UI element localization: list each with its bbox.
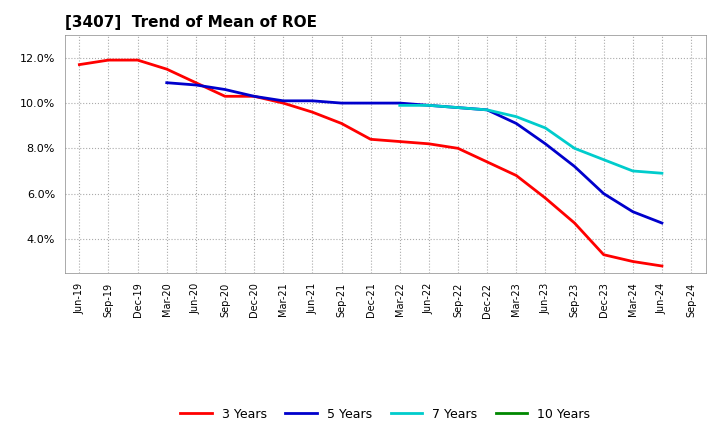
Line: 5 Years: 5 Years xyxy=(167,83,662,223)
3 Years xyxy=(279,100,287,106)
3 Years xyxy=(133,58,142,63)
3 Years xyxy=(657,264,666,269)
7 Years xyxy=(483,107,492,113)
7 Years xyxy=(629,169,637,174)
3 Years xyxy=(570,220,579,226)
5 Years xyxy=(250,94,258,99)
5 Years xyxy=(395,100,404,106)
Line: 7 Years: 7 Years xyxy=(400,105,662,173)
5 Years xyxy=(192,82,200,88)
3 Years xyxy=(629,259,637,264)
5 Years xyxy=(425,103,433,108)
Text: [3407]  Trend of Mean of ROE: [3407] Trend of Mean of ROE xyxy=(65,15,317,30)
5 Years xyxy=(541,141,550,147)
3 Years xyxy=(104,58,113,63)
7 Years xyxy=(395,103,404,108)
7 Years xyxy=(425,103,433,108)
5 Years xyxy=(279,98,287,103)
3 Years xyxy=(454,146,462,151)
5 Years xyxy=(570,164,579,169)
5 Years xyxy=(220,87,229,92)
Legend: 3 Years, 5 Years, 7 Years, 10 Years: 3 Years, 5 Years, 7 Years, 10 Years xyxy=(176,403,595,425)
3 Years xyxy=(395,139,404,144)
3 Years xyxy=(220,94,229,99)
5 Years xyxy=(308,98,317,103)
5 Years xyxy=(629,209,637,214)
5 Years xyxy=(163,80,171,85)
7 Years xyxy=(570,146,579,151)
3 Years xyxy=(163,66,171,72)
7 Years xyxy=(512,114,521,119)
5 Years xyxy=(483,107,492,113)
5 Years xyxy=(454,105,462,110)
3 Years xyxy=(75,62,84,67)
3 Years xyxy=(250,94,258,99)
3 Years xyxy=(308,110,317,115)
7 Years xyxy=(454,105,462,110)
3 Years xyxy=(337,121,346,126)
5 Years xyxy=(657,220,666,226)
5 Years xyxy=(512,121,521,126)
5 Years xyxy=(366,100,375,106)
3 Years xyxy=(425,141,433,147)
7 Years xyxy=(599,157,608,162)
Line: 3 Years: 3 Years xyxy=(79,60,662,266)
3 Years xyxy=(599,252,608,257)
3 Years xyxy=(483,159,492,165)
7 Years xyxy=(541,125,550,131)
3 Years xyxy=(512,173,521,178)
3 Years xyxy=(192,80,200,85)
5 Years xyxy=(337,100,346,106)
5 Years xyxy=(599,191,608,196)
3 Years xyxy=(366,137,375,142)
7 Years xyxy=(657,171,666,176)
3 Years xyxy=(541,195,550,201)
